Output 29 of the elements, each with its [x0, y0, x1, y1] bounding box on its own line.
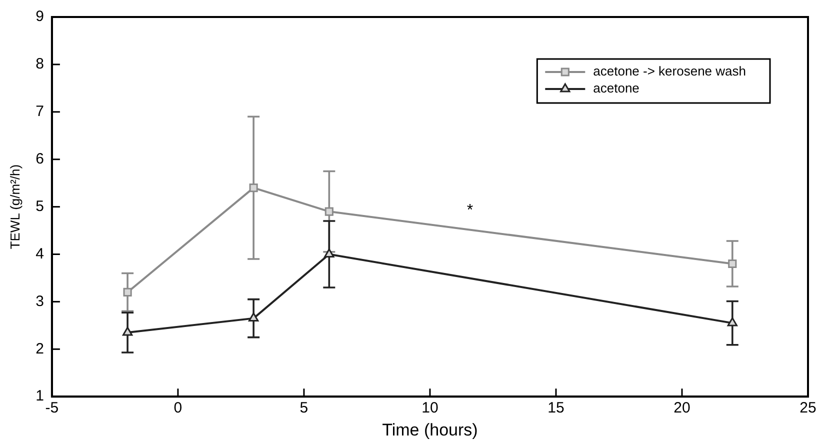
- x-axis-title: Time (hours): [382, 420, 478, 440]
- point: [324, 248, 334, 258]
- point: [728, 259, 737, 268]
- y-tick-label: 8: [36, 56, 44, 73]
- y-tick-label: 6: [36, 150, 44, 168]
- legend-label: acetone -> kerosene wash: [593, 64, 746, 79]
- y-tick-label: 1: [36, 388, 44, 405]
- point: [249, 184, 258, 192]
- x-tick-label: 25: [800, 400, 816, 417]
- x-tick-label: 0: [174, 400, 182, 417]
- x-tick-label: -5: [45, 400, 59, 417]
- y-tick-label: 3: [36, 292, 44, 310]
- y-tick-label: 7: [36, 103, 44, 120]
- legend-label: acetone: [593, 80, 640, 96]
- x-tick-label: 20: [674, 400, 690, 417]
- point: [123, 288, 132, 296]
- point: [727, 317, 738, 326]
- y-tick-label: 5: [36, 198, 44, 215]
- y-axis-title: TEWL (g/m²/h): [7, 164, 22, 250]
- x-tick-label: 15: [548, 400, 564, 417]
- point: [122, 326, 133, 336]
- y-tick-label: 2: [36, 340, 44, 358]
- point: [248, 312, 259, 322]
- point: [324, 207, 334, 216]
- x-tick-label: 10: [422, 400, 438, 417]
- annotation: *: [466, 202, 474, 219]
- x-tick-label: 5: [300, 400, 308, 417]
- y-tick-label: 9: [36, 8, 44, 26]
- y-tick-label: 4: [36, 245, 44, 262]
